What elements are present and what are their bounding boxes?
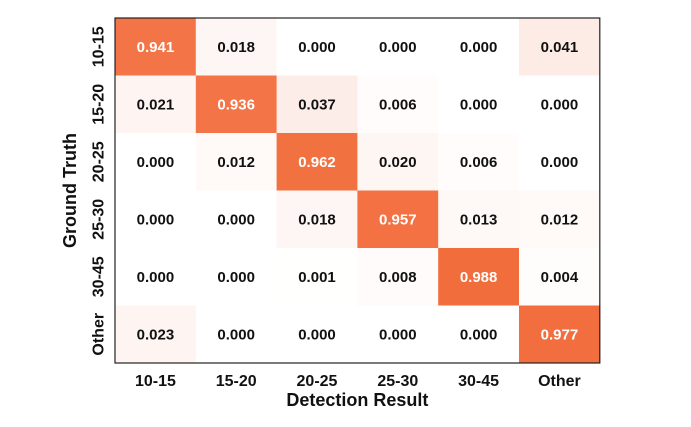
x-axis-ticks: 10-15 15-20 20-25 25-30 30-45 Other xyxy=(135,373,581,390)
cell-value-label: 0.023 xyxy=(137,326,175,343)
heatmap-cell xyxy=(195,18,278,76)
cell-value-label: 0.020 xyxy=(379,154,417,171)
heatmap-cell xyxy=(357,133,439,191)
x-tick-label: 25-30 xyxy=(377,373,418,390)
heatmap-cell xyxy=(519,18,601,76)
cell-value-label: 0.936 xyxy=(217,96,255,113)
cell-value-label: 0.000 xyxy=(137,269,175,286)
cell-value-label: 0.000 xyxy=(217,269,255,286)
x-tick-label: 30-45 xyxy=(458,373,499,390)
heatmap-cell xyxy=(115,75,197,134)
heatmap-cell xyxy=(357,248,439,306)
cell-value-label: 0.006 xyxy=(379,96,417,113)
heatmap-cell xyxy=(115,133,197,191)
cell-value-label: 0.977 xyxy=(541,326,579,343)
heatmap-cell xyxy=(438,190,520,249)
cell-value-label: 0.012 xyxy=(541,211,579,228)
cell-value-label: 0.000 xyxy=(460,96,498,113)
heatmap-cell xyxy=(276,18,358,76)
cell-value-label: 0.000 xyxy=(217,211,255,228)
cell-value-label: 0.018 xyxy=(217,39,255,56)
cell-value-label: 0.008 xyxy=(379,269,417,286)
cell-value-label: 0.041 xyxy=(541,39,579,56)
heatmap-cell xyxy=(519,248,601,306)
cell-value-label: 0.000 xyxy=(379,326,417,343)
heatmap-cell xyxy=(519,75,601,134)
heatmap-cell xyxy=(438,248,520,306)
cell-value-label: 0.957 xyxy=(379,211,417,228)
heatmap-cell xyxy=(115,190,197,249)
heatmap-cell xyxy=(519,133,601,191)
x-axis-title: Detection Result xyxy=(286,390,428,410)
cell-value-label: 0.988 xyxy=(460,269,498,286)
cell-value-label: 0.962 xyxy=(298,154,336,171)
y-axis-title: Ground Truth xyxy=(60,133,80,248)
y-tick-label: 15-20 xyxy=(91,84,108,125)
cell-value-label: 0.000 xyxy=(460,39,498,56)
heatmap-cell xyxy=(438,133,520,191)
cell-value-label: 0.000 xyxy=(298,39,336,56)
heatmap-cell xyxy=(115,248,197,306)
heatmap-cell xyxy=(519,305,601,364)
heatmap-cell xyxy=(195,305,278,364)
x-tick-label: 10-15 xyxy=(135,373,176,390)
cell-value-label: 0.000 xyxy=(298,326,336,343)
heatmap-cell xyxy=(276,305,358,364)
cell-value-label: 0.012 xyxy=(217,154,255,171)
cell-value-label: 0.004 xyxy=(541,269,579,286)
heatmap-cell xyxy=(357,190,439,249)
y-tick-label: 10-15 xyxy=(91,26,108,67)
cell-value-label: 0.000 xyxy=(541,96,579,113)
cell-value-label: 0.001 xyxy=(298,269,336,286)
cell-value-label: 0.021 xyxy=(137,96,175,113)
y-tick-label: 30-45 xyxy=(91,256,108,297)
heatmap-cell xyxy=(276,190,358,249)
y-axis-ticks: 10-15 15-20 20-25 25-30 30-45 Other xyxy=(91,26,108,355)
y-tick-label: 20-25 xyxy=(91,141,108,182)
heatmap-cell xyxy=(357,305,439,364)
x-tick-label: 15-20 xyxy=(216,373,257,390)
cell-value-label: 0.000 xyxy=(217,326,255,343)
cell-value-label: 0.000 xyxy=(541,154,579,171)
heatmap-cell xyxy=(438,75,520,134)
cell-value-label: 0.000 xyxy=(137,211,175,228)
heatmap-cell xyxy=(276,133,358,191)
cell-value-label: 0.000 xyxy=(460,326,498,343)
heatmap-cell xyxy=(438,18,520,76)
heatmap-cell xyxy=(115,18,197,76)
heatmap-cells: 0.941 0.018 0.000 0.000 0.000 0.041 0.021 0.936… xyxy=(115,18,601,364)
heatmap-cell xyxy=(195,248,278,306)
heatmap-cell xyxy=(276,75,358,134)
cell-value-label: 0.037 xyxy=(298,96,336,113)
cell-value-label: 0.006 xyxy=(460,154,498,171)
heatmap-cell xyxy=(357,75,439,134)
cell-value-label: 0.941 xyxy=(137,39,175,56)
x-tick-label: Other xyxy=(538,373,581,390)
heatmap-cell xyxy=(438,305,520,364)
cell-value-label: 0.000 xyxy=(379,39,417,56)
heatmap-cell xyxy=(519,190,601,249)
y-tick-label: 25-30 xyxy=(91,199,108,240)
heatmap-cell xyxy=(276,248,358,306)
heatmap-cell xyxy=(195,133,278,191)
heatmap-cell xyxy=(115,305,197,364)
x-tick-label: 20-25 xyxy=(297,373,338,390)
cell-value-label: 0.000 xyxy=(137,154,175,171)
heatmap-cell xyxy=(195,75,278,134)
cell-value-label: 0.018 xyxy=(298,211,336,228)
heatmap-cell xyxy=(357,18,439,76)
y-tick-label: Other xyxy=(91,313,108,356)
heatmap-cell xyxy=(195,190,278,249)
cell-value-label: 0.013 xyxy=(460,211,498,228)
plot-frame xyxy=(114,17,601,364)
